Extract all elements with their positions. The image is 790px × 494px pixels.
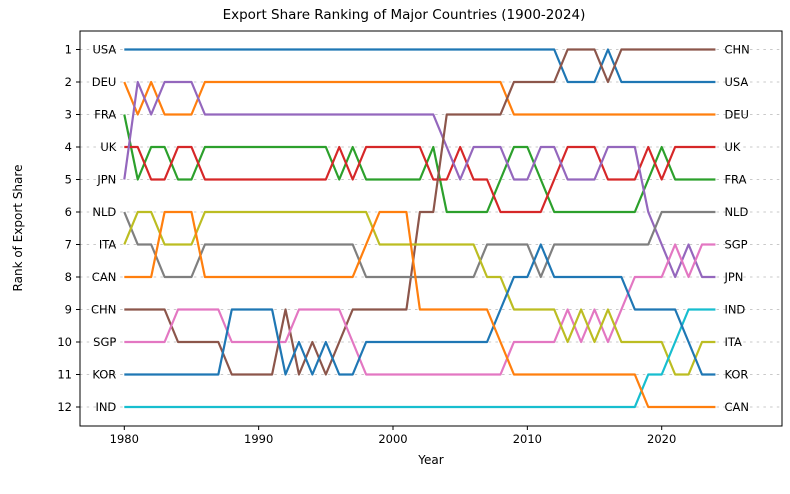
- y-tick-label-9: 9: [65, 303, 72, 317]
- country-label-left-FRA: FRA: [94, 108, 116, 122]
- y-tick-label-6: 6: [65, 205, 72, 219]
- country-label-left-DEU: DEU: [92, 75, 117, 89]
- y-tick-label-4: 4: [65, 140, 72, 154]
- series-line-NLD: [123, 210, 716, 279]
- y-tick-label-2: 2: [65, 75, 72, 89]
- series-line-KOR: [124, 243, 716, 376]
- country-label-left-ITA: ITA: [99, 238, 117, 252]
- country-label-right-CHN: CHN: [724, 43, 749, 57]
- country-label-right-DEU: DEU: [724, 108, 749, 122]
- y-tick-label-11: 11: [57, 368, 72, 382]
- x-tick-label-1980: 1980: [110, 432, 139, 446]
- x-axis-label: Year: [417, 453, 443, 467]
- series-line-SGP: [124, 243, 716, 376]
- country-label-left-CAN: CAN: [92, 270, 117, 284]
- country-label-right-FRA: FRA: [724, 173, 746, 187]
- country-label-left-UK: UK: [100, 140, 116, 154]
- y-tick-label-12: 12: [57, 400, 72, 414]
- series-line-UK: [124, 145, 716, 214]
- y-tick-label-10: 10: [57, 335, 72, 349]
- series-line-CAN: [124, 210, 716, 409]
- country-label-right-USA: USA: [724, 75, 748, 89]
- country-label-right-UK: UK: [724, 140, 740, 154]
- x-tick-label-2020: 2020: [647, 432, 676, 446]
- y-tick-label-8: 8: [65, 270, 72, 284]
- x-tick-label-2010: 2010: [513, 432, 542, 446]
- chart-title: Export Share Ranking of Major Countries …: [223, 7, 586, 23]
- series-line-DEU: [123, 80, 716, 116]
- country-label-right-KOR: KOR: [724, 368, 748, 382]
- country-label-right-ITA: ITA: [724, 335, 742, 349]
- y-axis-label: Rank of Export Share: [11, 165, 25, 292]
- y-tick-label-3: 3: [65, 108, 72, 122]
- country-label-left-IND: IND: [95, 400, 116, 414]
- country-label-left-NLD: NLD: [92, 205, 116, 219]
- country-label-right-SGP: SGP: [724, 238, 747, 252]
- plot-labels-layer: 1980 1990 2000 2010 2020123456789101112USAUS…: [57, 30, 783, 446]
- plot-grid-layer: [80, 49, 782, 408]
- country-label-left-KOR: KOR: [92, 368, 116, 382]
- country-label-right-JPN: JPN: [723, 270, 743, 284]
- series-line-IND: [124, 308, 716, 409]
- y-tick-label-5: 5: [65, 173, 72, 187]
- plot-lines-layer: [123, 48, 716, 409]
- country-label-right-CAN: CAN: [724, 400, 749, 414]
- y-tick-label-7: 7: [65, 238, 72, 252]
- country-label-right-IND: IND: [724, 303, 745, 317]
- series-line-ITA: [123, 210, 716, 376]
- x-tick-label-1990: 1990: [244, 432, 273, 446]
- y-tick-label-1: 1: [65, 43, 72, 57]
- series-line-FRA: [123, 114, 716, 214]
- country-label-left-SGP: SGP: [93, 335, 116, 349]
- country-label-right-NLD: NLD: [724, 205, 748, 219]
- country-label-left-JPN: JPN: [96, 173, 116, 187]
- series-line-USA: [124, 48, 716, 84]
- series-line-JPN: [123, 80, 716, 279]
- country-label-left-USA: USA: [92, 43, 116, 57]
- axes-border: [79, 30, 783, 427]
- country-label-left-CHN: CHN: [91, 303, 116, 317]
- x-tick-label-2000: 2000: [378, 432, 407, 446]
